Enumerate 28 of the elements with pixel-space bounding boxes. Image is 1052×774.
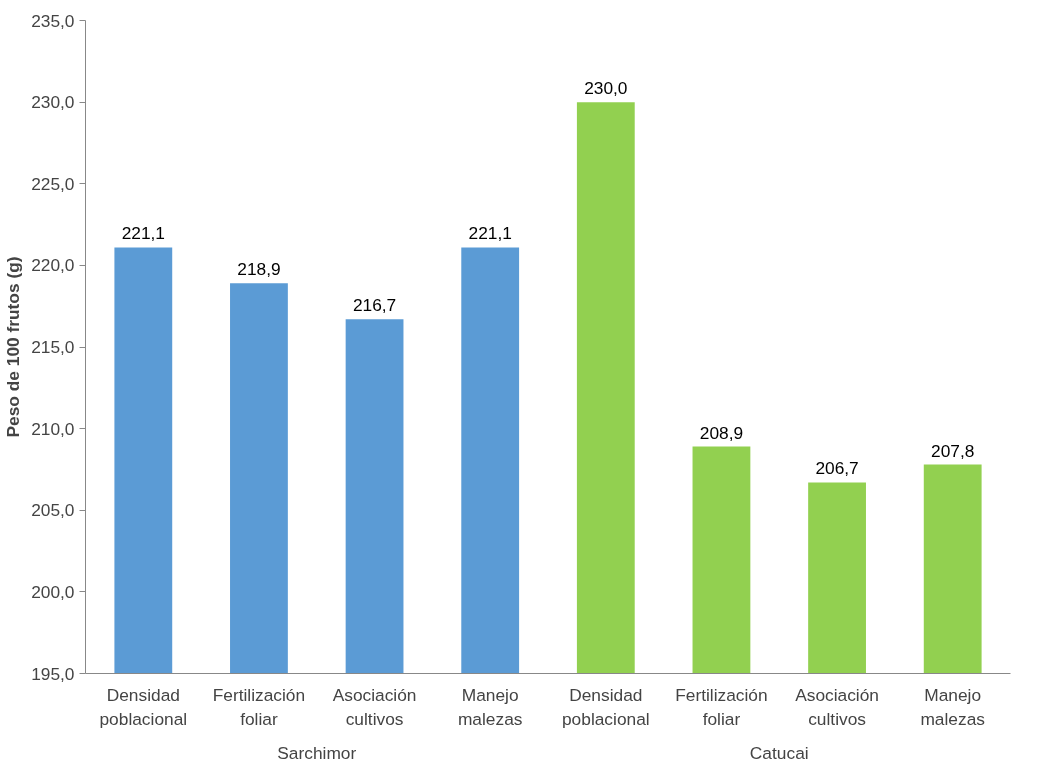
data-label: 216,7 [352, 295, 397, 316]
x-tick-label: Fertilización foliar [675, 684, 768, 729]
x-tick-label: Asociación cultivos [795, 684, 879, 729]
data-label: 230,0 [584, 78, 628, 99]
x-tick-label: Asociación cultivos [332, 684, 417, 729]
y-tick-label: 195,0 [31, 663, 75, 684]
text: Sarchimor [277, 742, 357, 763]
y-tick-label: 205,0 [31, 500, 75, 521]
y-tick-label: 215,0 [31, 337, 75, 357]
data-label: 208,9 [699, 422, 744, 443]
x-tick-label: Densidad poblacional [99, 684, 188, 729]
data-label: 207,8 [931, 440, 975, 461]
y-tick-label: 225,0 [31, 173, 75, 194]
y-tick-label: 235,0 [31, 10, 75, 31]
y-axis-title: Peso de 100 frutos (g) [3, 256, 24, 438]
x-tick-label: Densidad poblacional [561, 684, 650, 729]
text: Catucai [749, 742, 809, 763]
x-tick-label: Manejo malezas [457, 684, 523, 729]
y-tick-label: 210,0 [31, 418, 75, 439]
data-label: 221,1 [468, 223, 512, 244]
x-tick-label: Fertilización foliar [212, 684, 306, 729]
data-label: 206,7 [815, 458, 859, 479]
y-tick-label: 220,0 [31, 255, 75, 276]
x-tick-label: Manejo malezas [920, 684, 986, 729]
data-label: 221,1 [121, 223, 166, 244]
y-tick-label: 200,0 [31, 581, 75, 602]
y-tick-label: 230,0 [31, 92, 75, 113]
data-label: 218,9 [237, 259, 281, 280]
